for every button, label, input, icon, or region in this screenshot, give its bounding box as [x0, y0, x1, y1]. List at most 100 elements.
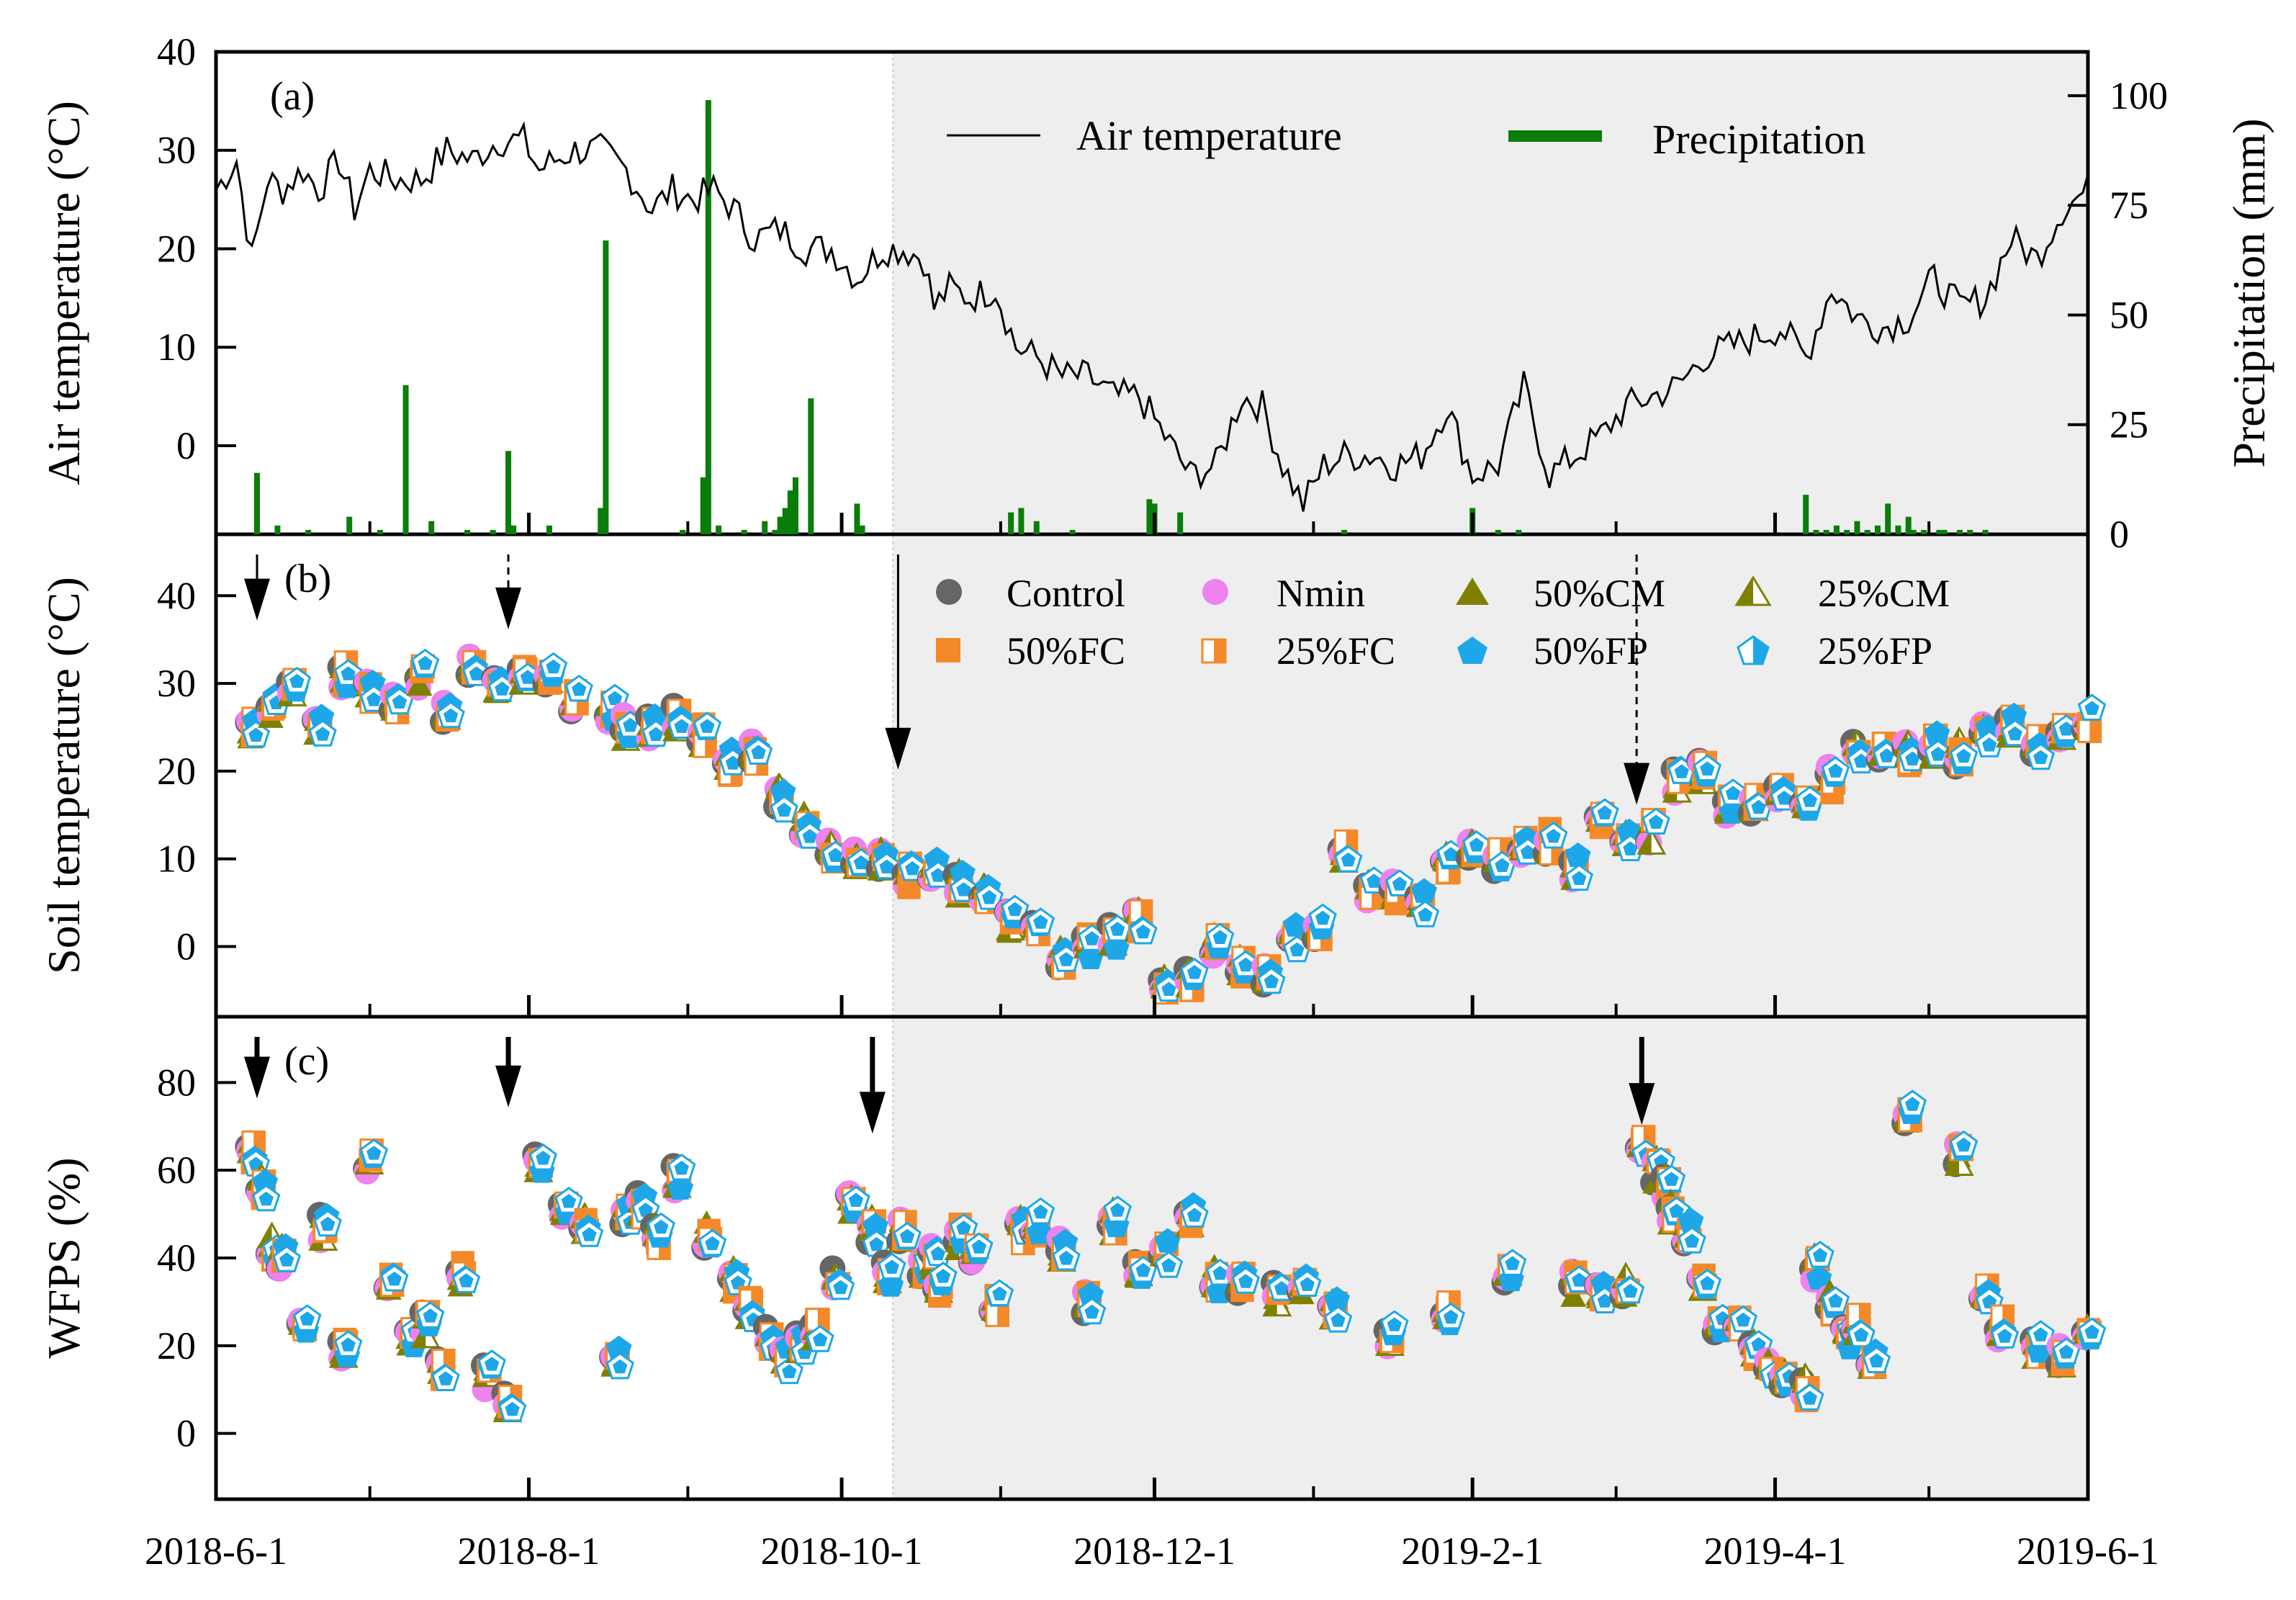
- legend-50fc-label: 50%FC: [1007, 629, 1125, 673]
- precip-bar: [1941, 529, 1948, 534]
- 25fp-point-inner: [561, 1194, 577, 1208]
- 25fp-point-inner: [1956, 1137, 1971, 1152]
- 25fp-point-inner: [1725, 786, 1741, 800]
- legend-air-label: Air temperature: [1076, 112, 1342, 159]
- 25fp-point-inner: [1905, 751, 1920, 765]
- 25fp-point-inner: [520, 670, 536, 684]
- air-temperature-line: [215, 121, 2089, 512]
- right-tick-label-a: 50: [2110, 293, 2148, 336]
- 25fp-point-inner: [315, 727, 330, 741]
- panel-a-axes: 0 10 20 30 40 0 25 50 75 100: [157, 30, 2168, 556]
- legend-50fp-marker: [1457, 637, 1487, 664]
- precip-bar: [1146, 499, 1153, 534]
- 25fp-point-inner: [1520, 845, 1536, 859]
- 25fp-point-inner: [1879, 748, 1894, 763]
- 25fp-point-inner: [623, 717, 638, 732]
- precip-bar: [1864, 529, 1870, 534]
- 25fp-point-inner: [2033, 750, 2048, 764]
- panel-b-axes: 0 10 20 30 40: [157, 574, 236, 968]
- precip-bar: [1874, 525, 1881, 534]
- precipitation-axis-title: Precipitation (mm): [2223, 118, 2274, 467]
- 50fp-point: [2001, 702, 2027, 727]
- precip-bar: [603, 240, 609, 534]
- precipitation-bars: [253, 100, 1989, 534]
- 25fp-point-inner: [1135, 1262, 1151, 1277]
- 25fp-point-inner: [1505, 1256, 1520, 1270]
- precip-bar: [1905, 516, 1912, 534]
- 25fp-point-inner: [1212, 1265, 1228, 1280]
- precip-bar: [1069, 529, 1076, 534]
- 25fp-point-inner: [1238, 957, 1253, 972]
- panel-b-label: (b): [284, 557, 331, 601]
- 25fp-point-inner: [971, 1239, 987, 1254]
- 25fp-point-inner: [2058, 1344, 2074, 1359]
- air-temperature-axis-title: Air temperature (°C): [38, 101, 89, 485]
- 25fp-point-inner: [1418, 907, 1433, 922]
- precip-bar: [1813, 529, 1819, 534]
- 25fp-point-inner: [674, 1160, 689, 1175]
- precip-bar: [1956, 529, 1963, 534]
- 25fp-point-inner: [1623, 841, 1638, 855]
- 25fp-point-inner: [459, 1273, 474, 1287]
- panel-a-label: (a): [270, 74, 315, 119]
- precip-bar: [1177, 512, 1184, 534]
- soil-temperature-axis-title: Soil temperature (°C): [38, 577, 89, 974]
- 25fp-point-inner: [1033, 914, 1048, 929]
- 25fp-point-inner: [1802, 793, 1818, 807]
- 25fp-point-inner: [1367, 873, 1382, 888]
- 25fp-point-inner: [423, 1308, 438, 1323]
- 25fp-point-inner: [981, 890, 997, 904]
- precip-bar: [1844, 529, 1850, 534]
- 25fp-point-inner: [1700, 1275, 1715, 1290]
- 25fp-point-inner: [366, 1146, 382, 1160]
- 25fp-point-inner: [1869, 1353, 1884, 1367]
- 25fp-point-inner: [438, 1371, 454, 1385]
- precip-bar: [346, 516, 353, 534]
- wfps-axis-title: WFPS (%): [38, 1157, 89, 1358]
- precip-bar: [792, 477, 798, 534]
- precip-bar: [772, 529, 778, 534]
- 25fc-point-half: [817, 1308, 829, 1331]
- 25fp-point-inner: [1135, 924, 1151, 939]
- x-axis: 2018-6-1 2018-8-1 2018-10-1 2018-12-1 2019-2…: [145, 513, 2159, 1573]
- legend-50cm-marker: [1456, 577, 1489, 605]
- legend-25cm-label: 25%CM: [1818, 572, 1950, 615]
- 25fp-point-inner: [1597, 1293, 1613, 1308]
- 25fp-point-inner: [935, 1269, 951, 1283]
- 25fp-point-inner: [320, 1216, 336, 1231]
- left-tick-label: 20: [157, 750, 196, 793]
- 25fp-point-inner: [1828, 763, 1843, 778]
- 25fp-point-inner: [1007, 902, 1022, 917]
- precip-bar: [1803, 495, 1809, 534]
- 25fc-point-half: [2089, 719, 2101, 742]
- precip-bar: [777, 516, 783, 534]
- 50fp-point: [770, 778, 796, 804]
- 25fp-point-inner: [1802, 1390, 1818, 1405]
- 25fp-point-inner: [443, 708, 459, 723]
- precip-bar: [1982, 529, 1989, 534]
- 25fp-point-inner: [387, 1271, 402, 1286]
- 25fp-point-inner: [1546, 828, 1561, 843]
- event-arrow-head: [1624, 763, 1650, 805]
- 25fp-point-inner: [582, 1227, 597, 1241]
- 25fp-point-inner: [1648, 814, 1664, 829]
- legend-25fp-label: 25%FP: [1818, 629, 1932, 673]
- 50fp-point: [1078, 1281, 1104, 1306]
- precip-bar: [464, 529, 471, 534]
- 25fp-point-inner: [1735, 1312, 1751, 1327]
- 25cm-point-half: [1264, 1292, 1277, 1316]
- 25fp-point-inner: [930, 1246, 946, 1261]
- precip-bar: [402, 385, 409, 534]
- legend-25fp-marker-half: [1753, 637, 1768, 664]
- precip-bar: [1823, 529, 1829, 534]
- 25fp-point-inner: [1443, 847, 1459, 861]
- 25fp-point-inner: [1981, 737, 1997, 752]
- left-tick-label-a: 0: [176, 424, 196, 467]
- 25fp-point-inner: [1274, 1281, 1289, 1295]
- 25fp-point-inner: [1084, 1304, 1099, 1319]
- precip-bar: [1033, 521, 1040, 534]
- 50fp-point: [1052, 1228, 1079, 1254]
- 25fp-point-inner: [279, 1252, 294, 1267]
- legend-25fc-marker-half: [1214, 639, 1225, 662]
- event-arrow-head: [859, 1092, 886, 1134]
